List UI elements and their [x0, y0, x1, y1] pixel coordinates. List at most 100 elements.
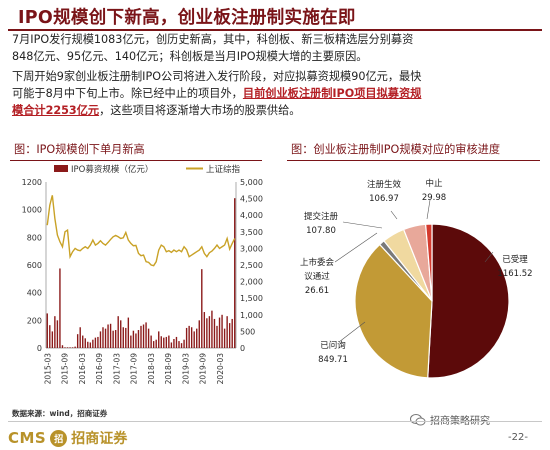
ipo-bar: [102, 327, 104, 348]
x-tick-label-group: 2019-03: [181, 353, 190, 385]
pie-slice: [354, 243, 433, 379]
y-right-tick-label: 3,500: [240, 228, 263, 237]
pie-labels: 注册生效 106.97 中止 29.98 提交注册 107.80 上市委会 议通…: [300, 178, 533, 365]
cms-badge-icon: 招: [50, 429, 68, 447]
y-right-tick-label: 5,000: [240, 178, 263, 187]
ipo-bar: [140, 325, 142, 348]
y-right-tick-label: 2,000: [240, 278, 263, 287]
leader-line-wenxun: [338, 321, 366, 343]
ipo-bar: [79, 327, 81, 348]
ipo-bar: [130, 335, 132, 348]
ipo-bar: [206, 318, 208, 348]
ipo-bar: [74, 346, 76, 348]
leader-line-zhuce: [390, 210, 398, 220]
pie-label-tijiao-name: 提交注册: [304, 211, 339, 222]
ipo-bar: [51, 331, 54, 348]
ipo-bar: [221, 314, 223, 348]
legend-swatch-bar: [54, 165, 68, 172]
y-right-tick-label: 500: [240, 327, 255, 336]
paragraph-2-line-2: 可能于8月中下旬上市。除已经中止的项目外，目前创业板注册制IPO项目拟募资规: [12, 85, 421, 102]
ipo-bar: [173, 339, 175, 348]
ipo-bar: [122, 327, 124, 348]
x-tick-label-group: 2015-03: [43, 353, 52, 385]
x-tick-label-group: 2017-09: [130, 353, 139, 385]
combo-axes: 0 200 400 600 800 1000 1200 0 500 1,000 1,500 2,000…: [22, 178, 263, 384]
wechat-account: 招商策略研究: [410, 412, 490, 427]
ipo-bar: [145, 322, 147, 348]
pie-label-zhuce-value: 106.97: [369, 194, 399, 204]
ipo-bar: [231, 318, 233, 348]
y-right-tick-label: 3,000: [240, 244, 263, 253]
pie-label-wenxun-value: 849.71: [318, 355, 348, 365]
x-tick-label-group: 2016-09: [95, 353, 104, 385]
leader-line-shouli: [484, 251, 494, 263]
footer-divider: [8, 421, 542, 422]
ipo-bar: [234, 198, 236, 348]
ipo-bar: [147, 328, 150, 348]
pie-leader-lines: [334, 199, 494, 343]
y-left-tick-label: 200: [27, 316, 42, 325]
ipo-bar: [160, 336, 162, 348]
cms-logo-text: CMS: [8, 429, 47, 447]
legend-label-line: 上证综指: [206, 164, 241, 175]
y-left-tick-label: 1200: [22, 178, 42, 187]
pie-label-shangshi-name-1: 上市委会: [300, 257, 335, 268]
x-tick-label-group: 2020-03: [216, 353, 225, 385]
pie-label-tijiao-value: 107.80: [306, 226, 336, 236]
ipo-bar: [132, 330, 135, 348]
ipo-bar: [155, 339, 157, 348]
ipo-bar: [168, 335, 170, 348]
ipo-bar: [211, 310, 213, 348]
x-tick-label: 2020-03: [216, 353, 225, 385]
pie-slice: [425, 223, 433, 302]
ipo-bar: [150, 335, 152, 348]
x-tick-label: 2019-09: [199, 353, 208, 385]
ipo-bar: [228, 323, 231, 348]
ipo-bar: [175, 336, 178, 348]
combo-bars: [46, 198, 236, 349]
ipo-bar: [178, 341, 180, 348]
x-tick-label: 2017-03: [112, 353, 121, 385]
x-tick-label: 2018-03: [147, 353, 156, 385]
ipo-bar: [112, 330, 114, 348]
ipo-bar: [117, 316, 119, 348]
cms-logo: CMS 招 招商证券: [8, 428, 127, 448]
ipo-bar: [193, 331, 195, 348]
ipo-bar: [170, 342, 173, 348]
x-tick-label-group: 2018-03: [147, 353, 156, 385]
ipo-bar: [201, 269, 203, 348]
ipo-bar: [97, 336, 99, 348]
ipo-bar: [46, 313, 48, 348]
ipo-bar: [107, 324, 109, 348]
paragraph-2: 下周开始9家创业板注册制IPO公司将进入发行阶段，对应拟募资规模90亿元，最快 …: [12, 68, 421, 120]
x-tick-label-group: 2016-03: [78, 353, 87, 385]
highlight-text-2: 模合计2253亿元: [12, 104, 100, 118]
y-right-tick-label: 4,000: [240, 211, 263, 220]
ipo-bar: [190, 327, 193, 348]
ipo-bar: [109, 323, 112, 348]
ipo-bar: [92, 339, 94, 348]
ipo-bar: [163, 337, 165, 349]
pie-label-shouli-name: 已受理: [502, 254, 528, 265]
ipo-bar: [218, 317, 221, 348]
ipo-bar: [158, 331, 160, 348]
combo-legend: IPO募资规模（亿元） 上证综指: [54, 164, 241, 175]
ipo-bar: [198, 320, 200, 348]
ipo-bar: [208, 316, 211, 348]
x-tick-label-group: 2017-03: [112, 353, 121, 385]
paragraph-1-line-2: 848亿元、95亿元、140亿元；科创板是当月IPO规模大增的主要原因。: [12, 50, 368, 64]
pie-label-wenxun-name: 已问询: [320, 340, 346, 351]
ipo-bar: [71, 347, 74, 348]
x-tick-label: 2019-03: [181, 353, 190, 385]
ipo-bar: [137, 330, 140, 348]
ipo-bar: [82, 335, 84, 348]
page-title: IPO规模创下新高，创业板注册制实施在即: [18, 8, 356, 28]
pie-slices: [354, 223, 510, 379]
y-left-tick-label: 600: [27, 261, 42, 270]
right-chart-title: 图：创业板注册制IPO规模对应的审核进度: [287, 139, 540, 161]
data-source-note: 数据来源：wind，招商证券: [12, 409, 108, 418]
y-right-tick-label: 2,500: [240, 261, 263, 270]
ipo-bar: [203, 312, 206, 348]
ipo-bar: [152, 341, 155, 348]
ipo-bar: [127, 317, 130, 348]
